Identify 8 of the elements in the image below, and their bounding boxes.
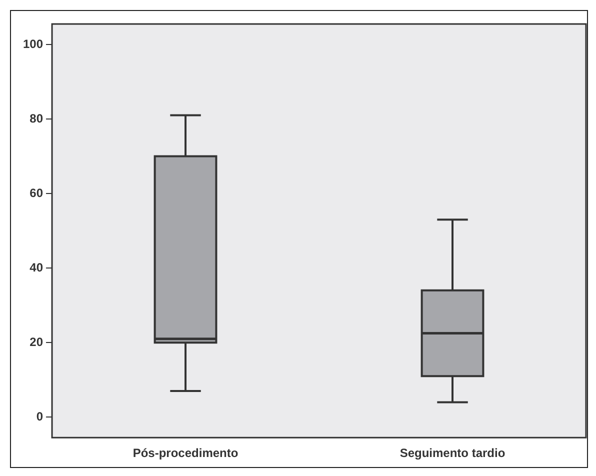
y-tick-label: 0 — [36, 409, 44, 424]
y-tick-label: 80 — [30, 111, 44, 126]
x-tick-label: Pós-procedimento — [132, 446, 238, 460]
y-tick-label: 20 — [30, 334, 44, 349]
y-tick-label: 100 — [22, 36, 44, 51]
y-tick-label: 40 — [30, 260, 44, 274]
y-tick-label: 60 — [30, 186, 44, 200]
x-tick-label: Seguimento tardio — [400, 446, 506, 460]
